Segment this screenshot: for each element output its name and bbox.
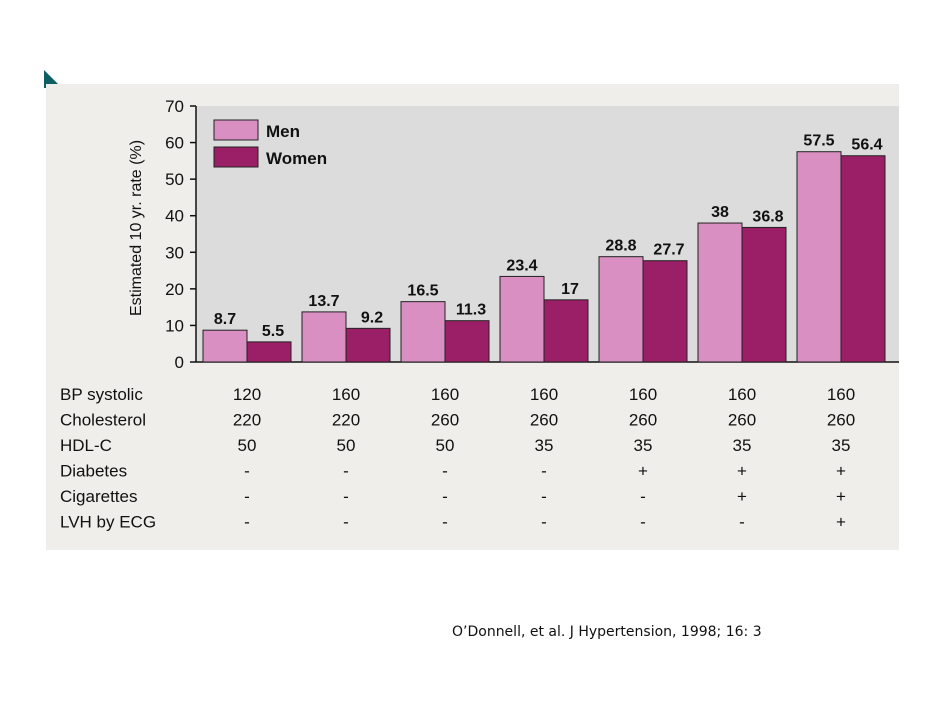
y-tick-label: 10 xyxy=(165,316,184,335)
table-cell: 260 xyxy=(530,411,558,430)
bar-value-label: 11.3 xyxy=(456,302,486,319)
table-row-label: Diabetes xyxy=(60,462,127,481)
bar-women xyxy=(246,341,292,363)
table-cell: - xyxy=(640,513,646,532)
bar-value-label: 9.2 xyxy=(361,309,383,326)
bar-value-label: 5.5 xyxy=(262,323,284,340)
bar-value-label: 16.5 xyxy=(407,283,438,300)
y-tick-label: 50 xyxy=(165,170,184,189)
table-cell: 50 xyxy=(238,436,257,455)
bar-value-label: 28.8 xyxy=(605,238,636,255)
bar-men xyxy=(499,275,545,363)
bar-women xyxy=(741,226,787,363)
table-row-label: BP systolic xyxy=(60,385,143,404)
bar-men xyxy=(697,222,743,363)
table-cell: 220 xyxy=(332,411,360,430)
bar-value-label: 36.8 xyxy=(752,208,783,225)
table-cell: + xyxy=(836,462,846,481)
table-cell: - xyxy=(739,513,745,532)
bar-men xyxy=(796,151,842,363)
bar-value-label: 17 xyxy=(561,281,579,298)
table-cell: - xyxy=(244,513,250,532)
table-cell: - xyxy=(442,462,448,481)
table-cell: - xyxy=(442,513,448,532)
bar-men xyxy=(301,311,347,363)
bar-women xyxy=(444,320,490,363)
table-cell: 160 xyxy=(629,385,657,404)
table-row-label: Cigarettes xyxy=(60,487,137,506)
y-tick-label: 30 xyxy=(165,243,184,262)
y-tick-label: 20 xyxy=(165,280,184,299)
table-cell: + xyxy=(638,462,648,481)
table-cell: + xyxy=(737,462,747,481)
table-cell: + xyxy=(737,487,747,506)
table-cell: 160 xyxy=(431,385,459,404)
bar-value-label: 23.4 xyxy=(506,257,537,274)
bar-women xyxy=(642,260,688,363)
table-cell: 35 xyxy=(733,436,752,455)
bar-chart: 0 10 20 30 40 50 60 70 Estimated 10 yr. rate (%)… xyxy=(60,97,899,532)
table-cell: + xyxy=(836,487,846,506)
table-cell: - xyxy=(343,487,349,506)
table-cell: 35 xyxy=(832,436,851,455)
table-cell: - xyxy=(343,462,349,481)
table-cell: - xyxy=(343,513,349,532)
y-tick-label: 0 xyxy=(175,353,184,372)
table-row-label: LVH by ECG xyxy=(60,513,156,532)
table-cell: 260 xyxy=(827,411,855,430)
table-cell: 160 xyxy=(827,385,855,404)
table-cell: 35 xyxy=(634,436,653,455)
table-cell: - xyxy=(442,487,448,506)
legend-swatch-men xyxy=(213,119,259,141)
bar-men xyxy=(400,301,446,363)
bar-women xyxy=(345,327,391,363)
table-cell: 260 xyxy=(728,411,756,430)
table-cell: 120 xyxy=(233,385,261,404)
bar-men xyxy=(202,329,248,363)
bar-value-label: 38 xyxy=(711,204,729,221)
citation-text: O’Donnell, et al. J Hypertension, 1998; … xyxy=(452,624,762,640)
table-cell: - xyxy=(541,513,547,532)
table-cell: - xyxy=(541,487,547,506)
table-cell: 260 xyxy=(431,411,459,430)
legend-swatch-women xyxy=(213,146,259,168)
y-tick-label: 40 xyxy=(165,207,184,226)
table-cell: - xyxy=(640,487,646,506)
table-cell: 35 xyxy=(535,436,554,455)
bar-men xyxy=(598,256,644,363)
table-cell: 50 xyxy=(337,436,356,455)
y-tick-label: 60 xyxy=(165,134,184,153)
bar-value-label: 8.7 xyxy=(214,311,236,328)
table-cell: - xyxy=(244,487,250,506)
y-tick-label: 70 xyxy=(165,97,184,116)
table-row-label: Cholesterol xyxy=(60,411,146,430)
table-cell: 160 xyxy=(728,385,756,404)
bar-value-label: 56.4 xyxy=(851,137,882,154)
table-cell: 220 xyxy=(233,411,261,430)
bar-women xyxy=(840,155,886,363)
table-cell: - xyxy=(244,462,250,481)
table-cell: 160 xyxy=(530,385,558,404)
chart-figure: 0 10 20 30 40 50 60 70 Estimated 10 yr. rate (%)… xyxy=(46,84,899,550)
table-cell: - xyxy=(541,462,547,481)
legend-label-women: Women xyxy=(266,149,327,168)
bar-value-label: 13.7 xyxy=(308,293,339,310)
bar-value-label: 27.7 xyxy=(653,242,684,259)
table-row-label: HDL-C xyxy=(60,436,112,455)
legend-label-men: Men xyxy=(266,122,300,141)
table-cell: 160 xyxy=(332,385,360,404)
bar-value-label: 57.5 xyxy=(803,133,834,150)
slide-corner-marker xyxy=(44,70,62,88)
bar-women xyxy=(543,299,589,363)
table-cell: 260 xyxy=(629,411,657,430)
table-cell: + xyxy=(836,513,846,532)
table-cell: 50 xyxy=(436,436,455,455)
y-axis-title: Estimated 10 yr. rate (%) xyxy=(128,140,145,316)
